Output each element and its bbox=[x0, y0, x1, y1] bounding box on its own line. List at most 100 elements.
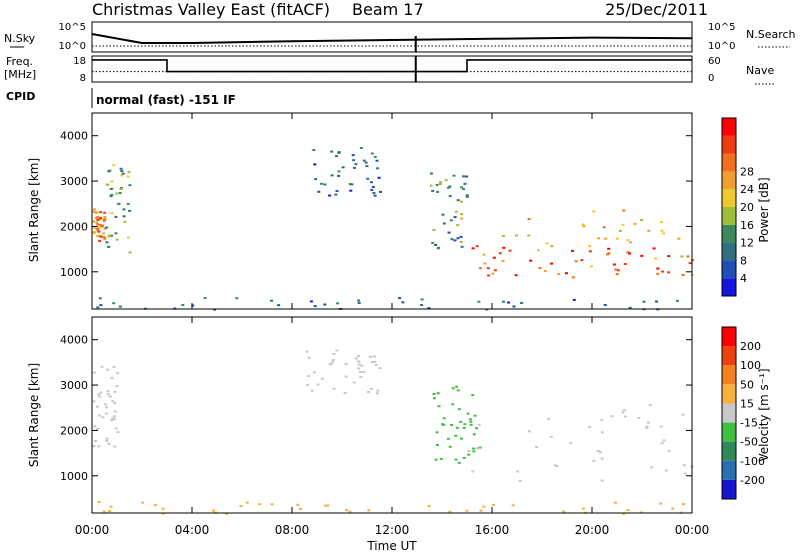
velocity-ytick-label: 4000 bbox=[60, 334, 88, 347]
station-title: Christmas Valley East (fitACF) bbox=[92, 0, 330, 19]
velocity-cells-cell bbox=[645, 426, 649, 429]
velocity-cells-cell bbox=[646, 421, 650, 424]
power-colorbar-swatch bbox=[722, 242, 736, 261]
power-cells-cell bbox=[99, 216, 102, 219]
power-cells-cell bbox=[353, 166, 356, 169]
power-cells-cell bbox=[398, 297, 402, 300]
power-cells-cell bbox=[373, 194, 377, 197]
velocity-cells-cell bbox=[102, 510, 106, 513]
velocity-cells-cell bbox=[482, 505, 486, 508]
velocity-cells-cell bbox=[323, 504, 327, 507]
velocity-cells-cell bbox=[97, 501, 101, 503]
power-cells-cell bbox=[691, 259, 695, 262]
power-cells-cell bbox=[102, 232, 106, 235]
power-cells-cell bbox=[543, 270, 547, 273]
velocity-cells-cell bbox=[472, 450, 476, 453]
power-cells-cell bbox=[434, 244, 438, 246]
power-cells-cell bbox=[350, 183, 354, 186]
power-cells-cell bbox=[447, 186, 450, 189]
power-cells-cell bbox=[602, 226, 606, 229]
power-colorbar-frame bbox=[721, 117, 737, 297]
power-cells-cell bbox=[448, 185, 452, 188]
power-cells-cell bbox=[592, 210, 596, 213]
power-cells-cell bbox=[118, 305, 122, 308]
velocity-cells-cell bbox=[111, 417, 115, 420]
power-cells-cell bbox=[213, 308, 217, 311]
power-cells-cell bbox=[105, 241, 109, 244]
power-cells-cell bbox=[98, 224, 102, 226]
power-cells-cell bbox=[460, 245, 464, 248]
power-cells-cell bbox=[126, 202, 130, 205]
power-ytick-label: 3000 bbox=[60, 175, 88, 188]
velocity-colorbar-swatch bbox=[722, 365, 736, 385]
velocity-cells-cell bbox=[659, 502, 663, 505]
velocity-colorbar-tick: -15 bbox=[740, 417, 758, 430]
power-cells-cell bbox=[623, 263, 627, 265]
velocity-cells-cell bbox=[599, 451, 602, 454]
velocity-cells-cell bbox=[682, 464, 686, 467]
power-cells-cell bbox=[640, 219, 643, 222]
power-cells-cell bbox=[95, 221, 99, 224]
power-cells-cell bbox=[647, 229, 651, 232]
velocity-cells-cell bbox=[357, 354, 361, 357]
velocity-cells-cell bbox=[345, 509, 348, 511]
power-cells-cell bbox=[603, 304, 607, 306]
power-cells-cell bbox=[96, 218, 100, 221]
freq-right-tick-bottom: 0 bbox=[708, 73, 714, 84]
power-cells-cell bbox=[491, 272, 495, 275]
velocity-cells-cell bbox=[626, 509, 630, 511]
noise-left-tick-bottom: 10^0 bbox=[59, 41, 86, 52]
time-tick-label: 12:00 bbox=[375, 523, 410, 537]
velocity-cells-cell bbox=[600, 457, 604, 460]
power-cells-cell bbox=[642, 300, 646, 303]
power-cells-cell bbox=[667, 271, 671, 274]
power-cells-cell bbox=[597, 237, 601, 240]
velocity-cells-cell bbox=[112, 366, 116, 368]
power-cells-cell bbox=[655, 300, 658, 303]
velocity-cells-cell bbox=[660, 442, 664, 445]
velocity-cells-cell bbox=[518, 479, 522, 482]
velocity-cells-cell bbox=[469, 420, 473, 423]
power-cells-cell bbox=[580, 259, 584, 262]
velocity-colorbar-swatch bbox=[722, 403, 736, 423]
velocity-colorbar-tick: -100 bbox=[740, 455, 765, 468]
velocity-cells-cell bbox=[475, 447, 479, 450]
time-axis: 00:00 04:00 08:00 12:00 16:00 20:00 00:00 bbox=[75, 113, 709, 537]
velocity-cells-cell bbox=[344, 363, 348, 365]
freq-left-tick-bottom: 8 bbox=[80, 73, 86, 84]
power-cells-cell bbox=[92, 210, 95, 213]
power-cells-cell bbox=[354, 163, 358, 166]
power-cells-cell bbox=[582, 225, 586, 228]
power-cells-cell bbox=[483, 262, 487, 265]
velocity-cells-cell bbox=[592, 459, 596, 462]
power-cells-cell bbox=[312, 149, 316, 151]
power-cells-cell bbox=[572, 298, 576, 301]
power-cells-cell bbox=[349, 189, 353, 192]
power-cells-cell bbox=[330, 174, 334, 177]
velocity-cells-cell bbox=[588, 425, 592, 428]
power-colorbar-swatch bbox=[722, 207, 736, 225]
power-cells-cell bbox=[181, 304, 185, 306]
power-cells-cell bbox=[590, 265, 594, 268]
power-cells-cell bbox=[633, 222, 637, 225]
power-cells-cell bbox=[453, 239, 457, 242]
velocity-colorbar-tick: -200 bbox=[740, 474, 765, 487]
power-colorbar-swatch bbox=[722, 135, 736, 154]
velocity-cells-cell bbox=[110, 419, 114, 422]
power-cells-cell bbox=[336, 302, 340, 305]
velocity-cells-cell bbox=[107, 442, 111, 445]
power-colorbar-swatch bbox=[722, 278, 736, 296]
power-cells-cell bbox=[370, 152, 374, 155]
velocity-cells-cell bbox=[448, 510, 452, 513]
power-cells-cell bbox=[460, 186, 464, 189]
velocity-cells-cell bbox=[335, 349, 339, 352]
power-colorbar-tick: 28 bbox=[740, 165, 754, 178]
velocity-cells-cell bbox=[115, 385, 119, 388]
power-cells-cell bbox=[372, 192, 376, 194]
velocity-cells-cell bbox=[332, 353, 336, 355]
power-cells-cell bbox=[680, 255, 684, 258]
power-cells-cell bbox=[452, 174, 456, 177]
velocity-cells-cell bbox=[645, 425, 649, 428]
velocity-cells-cell bbox=[112, 415, 116, 418]
time-tick-label: 04:00 bbox=[175, 523, 210, 537]
